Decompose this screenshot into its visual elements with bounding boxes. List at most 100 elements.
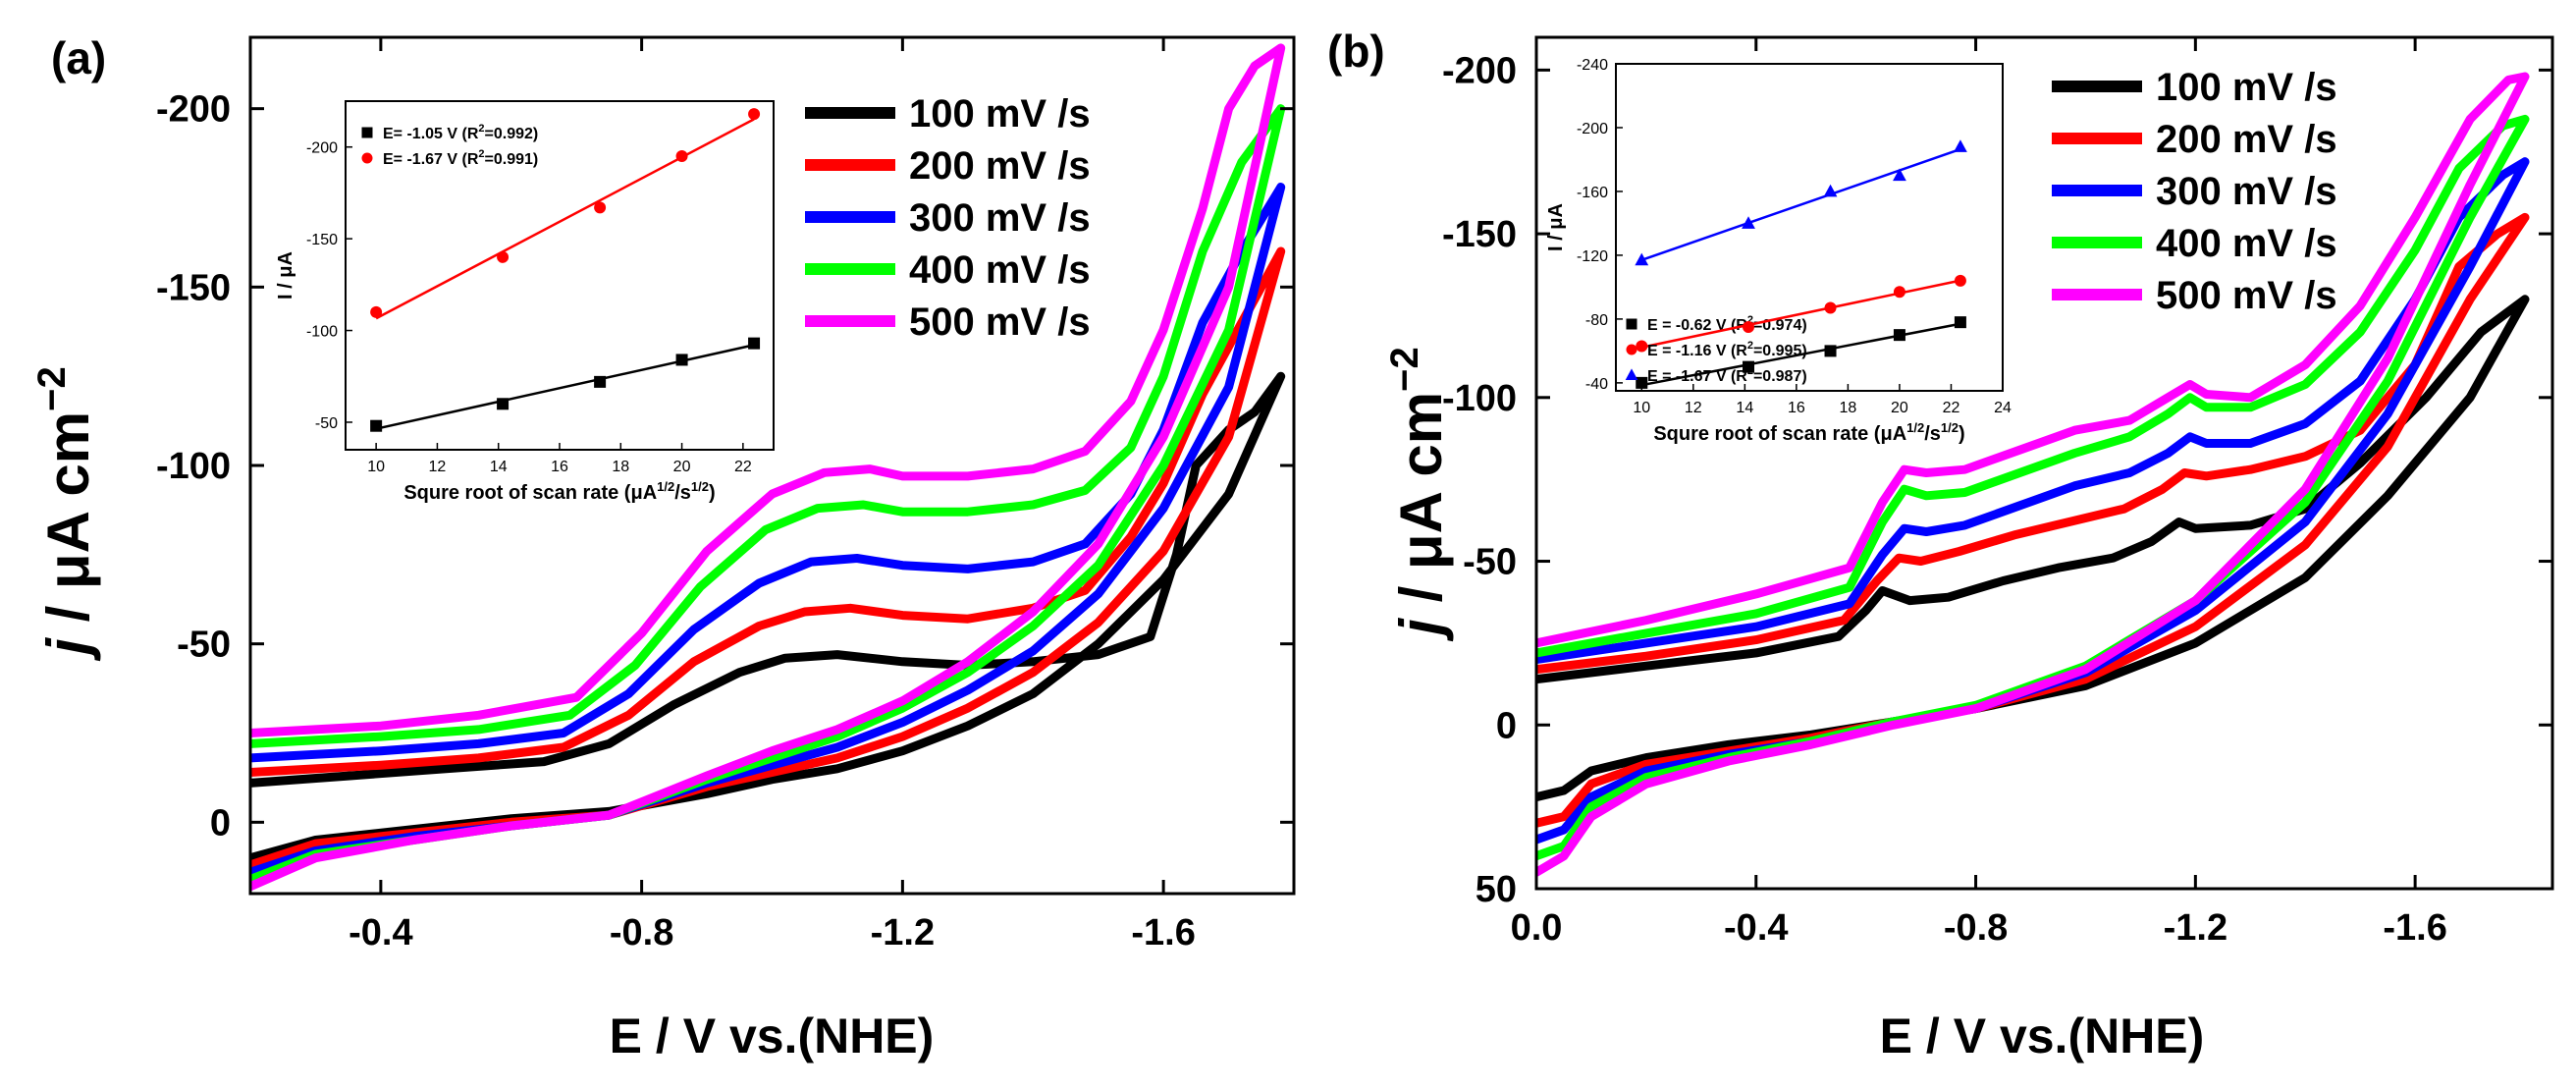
y-tick-label: 0 [210,802,231,844]
inset-legend-marker-triangle [1625,368,1638,380]
inset-legend-text: E = -1.16 V (R [1647,343,1747,359]
cv-line-500mVs [1536,72,2530,877]
panel-label: (a) [51,32,106,83]
inset-x-tick-label: 14 [490,459,508,475]
inset-point-circle [594,201,607,214]
legend-label: 500 mV /s [909,300,1091,344]
inset-x-label-text: /s [674,482,691,504]
inset-y-tick-label: -120 [1577,248,1608,265]
inset-legend-text: =0.991) [485,151,539,168]
x-tick-label: -0.4 [1724,907,1788,949]
panel-a: -0.4 -0.8 -1.2 -1.6 0 -50 -100 -150 -200 (a) E / V… [30,32,1296,1063]
inset-legend-sup: 2 [478,148,484,160]
y-label-sup: −2 [1383,347,1426,392]
y-tick-label: -100 [1442,378,1517,419]
inset-point-triangle [1742,216,1755,229]
x-axis-label: E / V vs.(NHE) [610,1008,935,1063]
inset-frame [345,100,775,451]
y-label-italic: j [35,637,101,662]
inset-point-circle [497,250,510,263]
inset-y-tick-label: -200 [306,140,338,157]
x-axis-label: E / V vs.(NHE) [1880,1008,2205,1063]
inset-y-label: I / μA [275,251,296,300]
inset-point-circle [1636,340,1648,353]
legend-label: 300 mV /s [909,196,1091,240]
panel-label: (b) [1327,26,1385,77]
inset-point-square [370,419,383,432]
inset-point-circle [370,305,383,318]
y-axis-label: j / μA cm−2 [30,366,101,662]
legend-label: 400 mV /s [2156,222,2337,265]
inset-x-label-sup: 1/2 [657,479,674,494]
inset-legend-label: E= -1.05 V (R2=0.992) [383,123,538,142]
x-tick-label: -0.8 [610,912,673,954]
inset-legend-text: =0.987) [1753,368,1807,385]
x-tick-label: -1.6 [2383,907,2446,949]
y-label-text: / μA cm [1388,392,1454,619]
inset-legend-text: =0.974) [1753,317,1807,334]
inset-point-triangle [1823,184,1838,197]
y-tick-label: -200 [1442,50,1517,91]
inset: 10 12 14 16 18 20 22 24-40-80-120-160-200-240Sq… [1545,57,2012,445]
inset-point-square [1954,316,1966,329]
inset-point-square [1743,360,1755,373]
y-tick-label: 0 [1496,705,1517,746]
inset-point-square [497,398,510,410]
inset-frame [1615,63,2004,392]
y-label-text: / μA cm [35,411,101,638]
inset-point-square [1636,376,1648,389]
inset-x-label-sup: 1/2 [1906,420,1924,435]
y-label-sup: −2 [30,366,74,411]
inset-legend-marker-circle [361,152,373,164]
inset-y-tick-label: -200 [1577,121,1608,137]
y-label-italic: j [1388,618,1454,642]
inset-legend-label: E = -1.67 V (R2=0.987) [1647,365,1807,385]
x-tick-label: -0.8 [1944,907,2008,949]
inset-point-triangle [1635,252,1649,266]
y-tick-label: -150 [156,267,231,308]
inset-legend-text: E= -1.67 V (R [383,151,479,168]
inset-x-tick-label: 18 [612,459,629,475]
inset-legend-label: E= -1.67 V (R2=0.991) [383,148,538,168]
legend-label: 100 mV /s [909,92,1091,136]
inset-x-label-sup: 1/2 [1941,420,1959,435]
x-tick-label: -0.4 [349,912,412,954]
inset-point-square [675,354,688,366]
inset-point-triangle [1954,139,1967,152]
inset-legend-sup: 2 [1747,365,1753,377]
inset-point-circle [748,108,761,121]
y-tick-label: -50 [177,625,231,666]
inset-point-circle [1893,286,1905,299]
inset-fit-line [375,118,755,320]
inset-legend-text: =0.995) [1753,343,1807,359]
inset-legend-marker-circle [1626,344,1637,355]
inset-point-square [748,337,761,350]
inset-x-tick-label: 24 [1994,400,2012,416]
inset-x-tick-label: 20 [673,459,691,475]
y-tick-label: 50 [1476,869,1517,910]
y-tick-label: -50 [1463,542,1517,583]
inset-legend-sup: 2 [1747,340,1753,352]
inset-x-tick-label: 12 [429,459,447,475]
inset-x-tick-label: 20 [1891,400,1908,416]
y-axis-label: j / μA cm−2 [1383,347,1454,642]
cv-curves [1536,72,2530,877]
inset-x-label-text: Squre root of scan rate (μA [1653,423,1906,445]
inset-x-tick-label: 22 [734,459,752,475]
inset-y-tick-label: -100 [306,324,338,341]
inset-legend-marker-square [1626,318,1637,330]
y-tick-label: -150 [1442,214,1517,255]
panel-b: 0.0 -0.4 -0.8 -1.2 -1.6 50 0 -50 -100 -150 -200 (b)… [1327,26,2554,1063]
inset-x-tick-label: 12 [1685,400,1702,416]
x-tick-label: -1.6 [1131,912,1195,954]
inset-legend-label: E = -1.16 V (R2=0.995) [1647,340,1807,359]
inset-point-square [1824,345,1837,357]
legend-label: 500 mV /s [2156,274,2337,317]
inset-x-tick-label: 16 [1788,400,1805,416]
inset-x-label-text: /s [1924,423,1941,445]
inset-x-label: Squre root of scan rate (μA1/2/s1/2) [1653,420,1964,445]
inset-legend-marker-square [361,127,373,138]
inset-legend-sup: 2 [1747,314,1753,326]
inset-point-circle [1743,321,1755,334]
